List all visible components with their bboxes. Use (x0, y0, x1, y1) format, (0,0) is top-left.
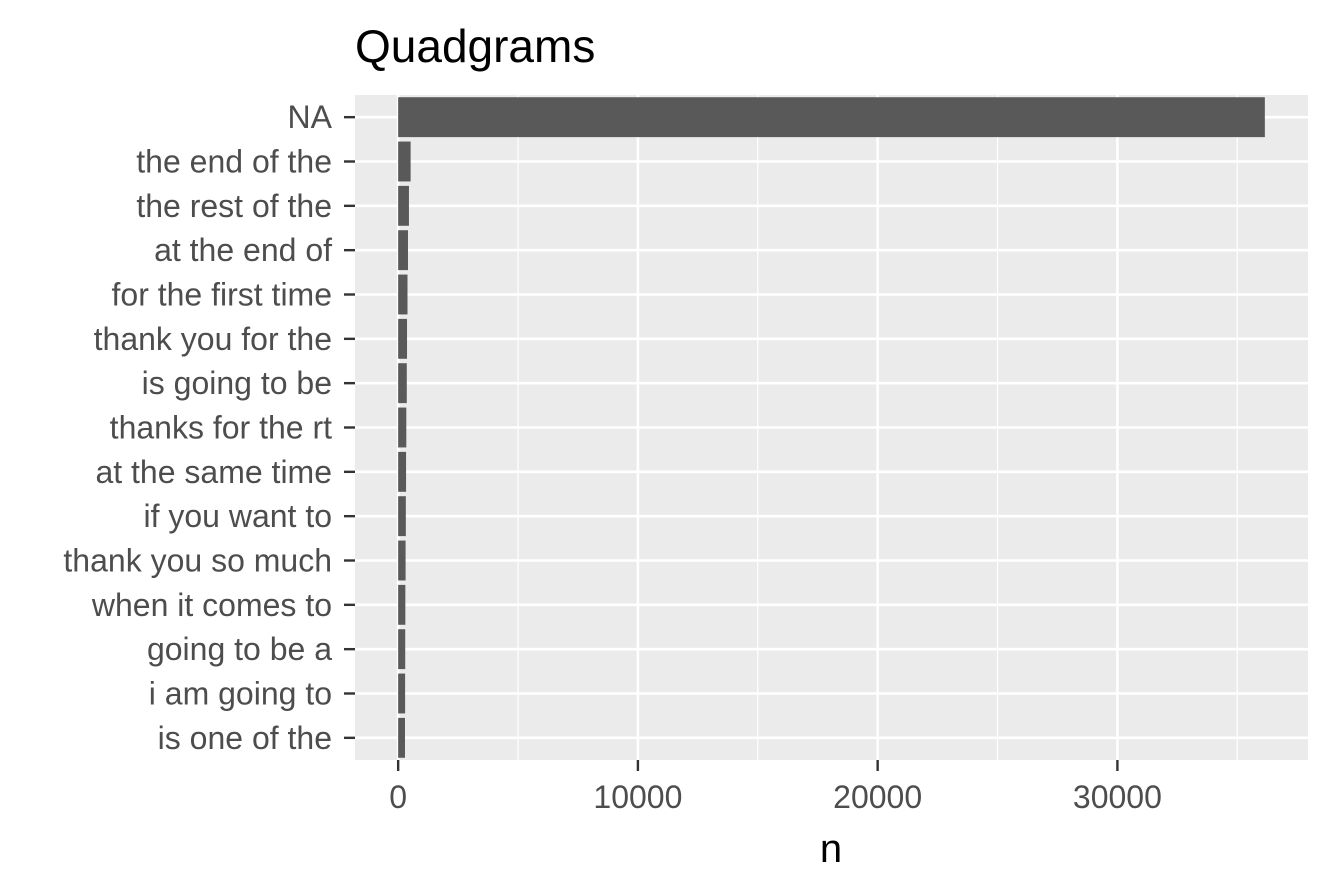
y-tick-label: at the same time (95, 454, 332, 490)
y-tick-label: thanks for the rt (110, 410, 332, 446)
bar (398, 363, 407, 404)
y-tick-label: is going to be (142, 365, 332, 401)
y-tick-label: the rest of the (136, 188, 332, 224)
y-tick-label: thank you for the (94, 321, 332, 357)
bar (398, 496, 406, 537)
y-tick-label: is one of the (158, 720, 332, 756)
bar (398, 451, 407, 492)
y-tick-label: for the first time (112, 277, 333, 313)
x-tick-label: 30000 (1073, 779, 1162, 815)
bar (398, 141, 411, 182)
chart-title: Quadgrams (355, 20, 595, 72)
x-tick-label: 20000 (833, 779, 922, 815)
y-tick-label: NA (288, 99, 333, 135)
y-axis-ticks: NA the end of the the rest of the at the en… (63, 99, 355, 756)
bar (398, 274, 408, 315)
bar (398, 185, 409, 226)
x-tick-label: 10000 (593, 779, 682, 815)
y-tick-label: going to be a (147, 631, 332, 667)
y-tick-label: at the end of (154, 232, 332, 268)
y-tick-label: the end of the (136, 144, 332, 180)
bar (398, 407, 407, 448)
x-axis-ticks: 0 10000 20000 30000 (389, 760, 1162, 815)
bar (398, 97, 1265, 138)
bar (398, 230, 408, 271)
bar (398, 717, 405, 758)
bars (398, 97, 1265, 758)
x-axis-title: n (820, 827, 842, 871)
bar (398, 629, 406, 670)
x-tick-label: 0 (389, 779, 407, 815)
y-tick-label: when it comes to (91, 587, 332, 623)
bar (398, 673, 406, 714)
y-tick-label: i am going to (149, 676, 332, 712)
bar (398, 584, 406, 625)
bar (398, 318, 408, 359)
y-tick-label: thank you so much (63, 543, 332, 579)
y-tick-label: if you want to (143, 498, 332, 534)
bar (398, 540, 406, 581)
